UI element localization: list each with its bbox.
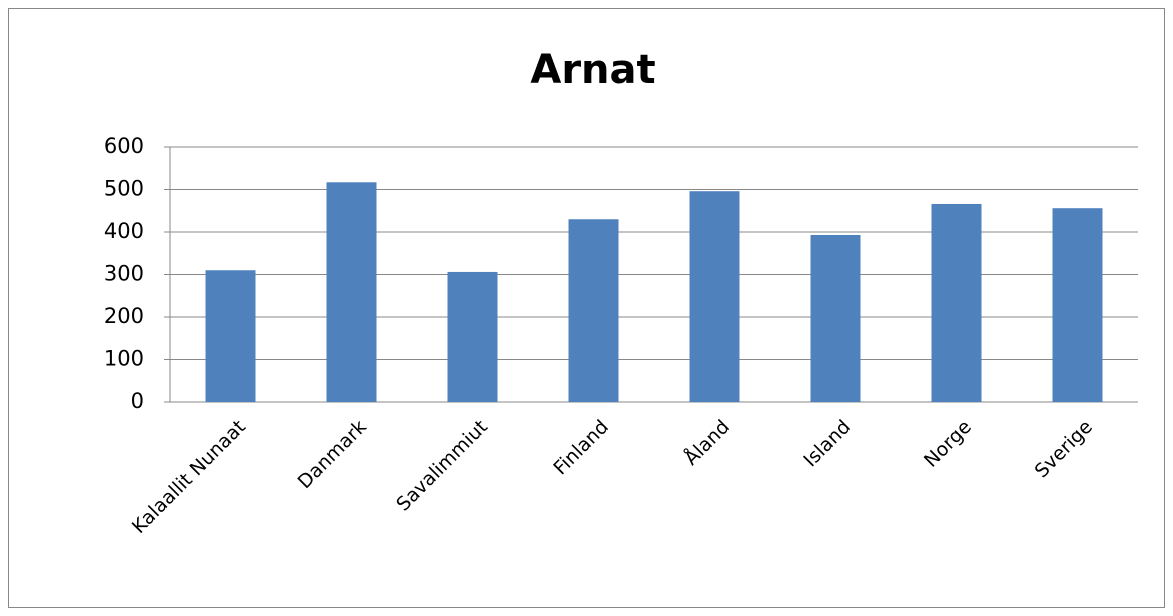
y-tick-label: 100	[104, 347, 144, 371]
y-tick-label: 600	[104, 134, 144, 158]
y-tick-label: 0	[131, 389, 144, 413]
bar	[931, 203, 982, 402]
bar	[447, 271, 498, 402]
bar	[568, 219, 619, 402]
bar	[810, 234, 861, 402]
y-tick-label: 500	[104, 177, 144, 201]
bar	[326, 182, 377, 402]
y-tick-label: 200	[104, 304, 144, 328]
bar	[1052, 208, 1103, 402]
bar	[205, 270, 256, 402]
chart-title: Arnat	[530, 47, 655, 93]
y-tick-label: 300	[104, 262, 144, 286]
y-tick-label: 400	[104, 219, 144, 243]
bar	[689, 191, 740, 402]
